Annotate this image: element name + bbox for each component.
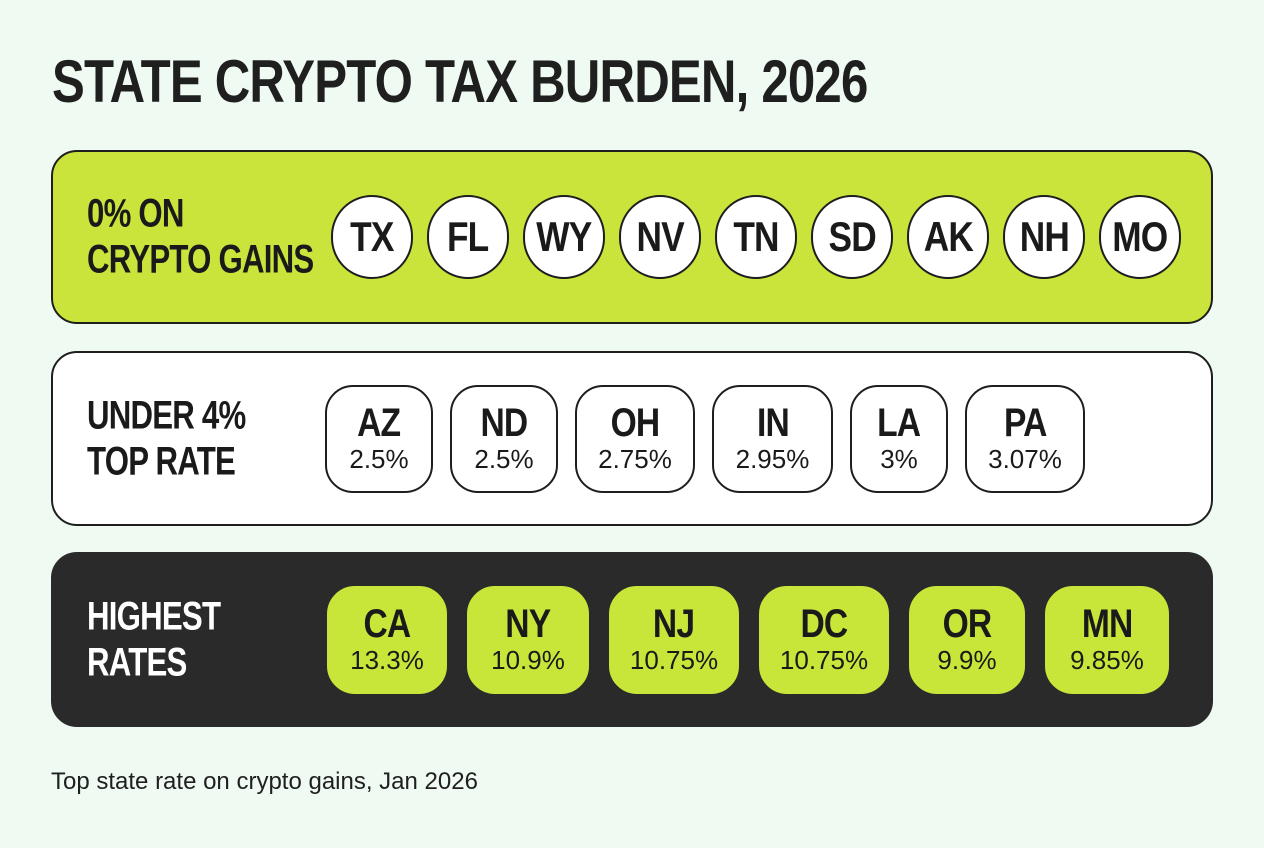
state-code: DC <box>800 602 849 647</box>
state-chip-ca: CA 13.3% <box>327 585 447 694</box>
state-rate: 3.07% <box>988 444 1062 475</box>
state-chip-row: AZ 2.5% ND 2.5% OH 2.75% IN 2.95% LA 3% … <box>325 384 1085 493</box>
state-chip-mo: MO <box>1099 195 1181 279</box>
state-code: FL <box>447 213 489 260</box>
state-chip-dc: DC 10.75% <box>759 585 889 694</box>
state-chip-ak: AK <box>907 195 989 279</box>
state-rate: 2.5% <box>474 444 534 475</box>
state-code: SD <box>828 213 876 260</box>
state-chip-sd: SD <box>811 195 893 279</box>
state-code: NJ <box>653 602 695 647</box>
state-rate: 2.5% <box>349 444 409 475</box>
state-rate: 9.85% <box>1070 645 1144 676</box>
footnote: Top state rate on crypto gains, Jan 2026 <box>51 768 478 795</box>
state-chip-or: OR 9.9% <box>909 585 1025 694</box>
state-code: WY <box>536 213 592 260</box>
tier-under-4-percent: UNDER 4% TOP RATE AZ 2.5% ND 2.5% OH 2.7… <box>51 351 1213 526</box>
state-code: CA <box>363 602 412 647</box>
state-code: OH <box>610 401 661 446</box>
state-chip-az: AZ 2.5% <box>325 384 433 493</box>
state-code: AK <box>923 213 973 260</box>
state-chip-pa: PA 3.07% <box>965 384 1085 493</box>
state-rate: 2.75% <box>598 444 672 475</box>
state-chip-tx: TX <box>331 195 413 279</box>
state-code: MO <box>1112 213 1168 260</box>
state-rate: 10.75% <box>779 645 869 676</box>
state-rate: 10.9% <box>491 645 565 676</box>
state-chip-tn: TN <box>715 195 797 279</box>
tier-label-line1: 0% ON <box>87 191 184 236</box>
state-code: PA <box>1003 401 1047 446</box>
state-chip-oh: OH 2.75% <box>575 384 695 493</box>
tier-label: 0% ON CRYPTO GAINS <box>87 191 377 284</box>
state-chip-nv: NV <box>619 195 701 279</box>
state-chip-la: LA 3% <box>850 384 948 493</box>
state-code: NH <box>1019 213 1069 260</box>
state-chip-fl: FL <box>427 195 509 279</box>
tier-highest-rates: HIGHEST RATES CA 13.3% NY 10.9% NJ 10.75… <box>51 552 1213 727</box>
state-rate: 13.3% <box>350 645 424 676</box>
state-code: AZ <box>357 401 401 446</box>
state-chip-wy: WY <box>523 195 605 279</box>
state-chip-mn: MN 9.85% <box>1045 585 1169 694</box>
state-code: OR <box>942 602 993 647</box>
state-chip-row: CA 13.3% NY 10.9% NJ 10.75% DC 10.75% OR… <box>327 585 1169 694</box>
state-chip-ny: NY 10.9% <box>467 585 589 694</box>
tier-label-line2: CRYPTO GAINS <box>87 238 314 282</box>
state-rate: 10.75% <box>629 645 719 676</box>
tier-label: UNDER 4% TOP RATE <box>87 392 290 485</box>
tier-label: HIGHEST RATES <box>87 593 258 686</box>
page-title: STATE CRYPTO TAX BURDEN, 2026 <box>52 48 868 115</box>
state-code: TX <box>350 213 394 260</box>
state-rate: 2.95% <box>735 444 810 475</box>
tier-label-line1: HIGHEST <box>87 594 221 639</box>
state-chip-nj: NJ 10.75% <box>609 585 739 694</box>
tier-label-line1: UNDER 4% <box>87 393 246 438</box>
state-rate: 3% <box>880 444 918 475</box>
state-code: LA <box>877 401 921 446</box>
state-rate: 9.9% <box>937 645 997 676</box>
state-code: TN <box>733 213 779 260</box>
state-code: ND <box>480 401 529 446</box>
state-code: NY <box>505 602 551 647</box>
state-code: NV <box>636 213 684 260</box>
state-chip-nd: ND 2.5% <box>450 384 558 493</box>
tier-label-line2: TOP RATE <box>87 439 236 484</box>
state-code: MN <box>1081 602 1133 647</box>
tier-zero-tax: 0% ON CRYPTO GAINS TX FL WY NV TN SD AK … <box>51 150 1213 324</box>
state-chip-in: IN 2.95% <box>712 384 833 493</box>
state-chip-row: TX FL WY NV TN SD AK NH MO <box>331 195 1181 279</box>
state-chip-nh: NH <box>1003 195 1085 279</box>
state-code: IN <box>756 401 790 446</box>
tier-label-line2: RATES <box>87 640 187 685</box>
